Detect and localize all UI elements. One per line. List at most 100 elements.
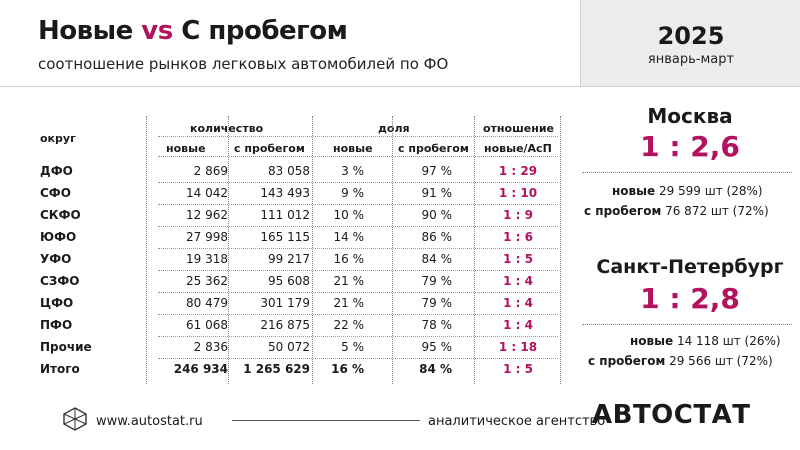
cell-okrug: ДФО	[40, 164, 73, 178]
cell-share-new: 16 %	[333, 252, 365, 266]
cell-okrug: ЮФО	[40, 230, 77, 244]
header-share: доля	[378, 122, 410, 135]
cell-ratio: 1 : 6	[503, 230, 533, 244]
cell-new: 246 934	[173, 362, 228, 376]
column-divider	[312, 116, 313, 384]
cell-okrug: СЗФО	[40, 274, 80, 288]
cell-ratio: 1 : 5	[503, 362, 533, 376]
header-divider-line	[158, 136, 558, 137]
cell-ratio: 1 : 4	[503, 274, 533, 288]
cell-share-used: 90 %	[421, 208, 453, 222]
cell-share-used: 86 %	[421, 230, 453, 244]
spb-divider	[582, 324, 792, 325]
cell-share-used: 95 %	[421, 340, 453, 354]
cell-new: 12 962	[186, 208, 228, 222]
cell-share-new: 21 %	[333, 296, 365, 310]
cell-new: 80 479	[186, 296, 228, 310]
cell-okrug: УФО	[40, 252, 72, 266]
subheader-share-new: новые	[333, 142, 373, 155]
title-vs: vs	[141, 16, 173, 46]
moscow-used-label: с пробегом	[584, 204, 662, 218]
subheader-share-used: с пробегом	[398, 142, 469, 155]
spb-title: Санкт-Петербург	[596, 256, 784, 278]
moscow-new-label: новые	[612, 184, 656, 198]
subheader-ratio: новые/АсП	[484, 142, 552, 155]
cell-share-used: 79 %	[421, 274, 453, 288]
footer-agency: аналитическое агентство	[428, 414, 606, 429]
row-divider	[158, 358, 558, 359]
row-divider	[158, 292, 558, 293]
cell-ratio: 1 : 9	[503, 208, 533, 222]
header-divider	[0, 86, 800, 87]
cell-used: 50 072	[268, 340, 310, 354]
spb-ratio: 1 : 2,8	[640, 282, 740, 315]
cell-new: 19 318	[186, 252, 228, 266]
period: январь-март	[647, 52, 735, 67]
moscow-ratio: 1 : 2,6	[640, 130, 740, 163]
column-divider	[392, 116, 393, 384]
cell-used: 165 115	[260, 230, 310, 244]
moscow-title: Москва	[647, 104, 733, 128]
cell-ratio: 1 : 4	[503, 318, 533, 332]
column-divider	[228, 116, 229, 384]
spb-new-stat: новые 14 118 шт (26%)	[630, 334, 781, 348]
cell-okrug: СФО	[40, 186, 71, 200]
cell-share-new: 16 %	[331, 362, 364, 376]
header-divider-line	[158, 156, 558, 157]
logo-icon	[63, 407, 87, 431]
column-divider	[146, 116, 147, 384]
column-divider	[560, 116, 561, 384]
column-divider	[474, 116, 475, 384]
cell-okrug: Итого	[40, 362, 80, 376]
cell-used: 111 012	[260, 208, 310, 222]
page-subtitle: соотношение рынков легковых автомобилей …	[38, 55, 449, 73]
footer-site: www.autostat.ru	[96, 414, 203, 429]
moscow-used-value: 76 872 шт (72%)	[665, 204, 769, 218]
moscow-used-stat: с пробегом 76 872 шт (72%)	[584, 204, 769, 218]
title-new: Новые	[38, 16, 133, 46]
cell-share-new: 21 %	[333, 274, 365, 288]
cell-new: 2 836	[193, 340, 228, 354]
cell-ratio: 1 : 29	[498, 164, 538, 178]
cell-used: 216 875	[260, 318, 310, 332]
moscow-divider	[582, 172, 792, 173]
title-used: С пробегом	[181, 16, 348, 46]
cell-share-used: 97 %	[421, 164, 453, 178]
spb-new-label: новые	[630, 334, 674, 348]
cell-new: 27 998	[186, 230, 228, 244]
cell-okrug: СКФО	[40, 208, 81, 222]
header-count: количество	[190, 122, 264, 135]
cell-share-new: 14 %	[333, 230, 365, 244]
subheader-used: с пробегом	[234, 142, 305, 155]
cell-ratio: 1 : 5	[503, 252, 533, 266]
row-divider	[158, 270, 558, 271]
row-divider	[158, 226, 558, 227]
row-divider	[158, 336, 558, 337]
cell-used: 83 058	[268, 164, 310, 178]
cell-share-used: 84 %	[419, 362, 452, 376]
cell-share-used: 84 %	[421, 252, 453, 266]
cell-okrug: ЦФО	[40, 296, 74, 310]
cell-used: 1 265 629	[243, 362, 310, 376]
cell-used: 99 217	[268, 252, 310, 266]
page-title: Новые vs С пробегом	[38, 16, 348, 46]
row-divider	[158, 204, 558, 205]
subheader-new: новые	[166, 142, 206, 155]
cell-used: 143 493	[260, 186, 310, 200]
cell-share-new: 22 %	[333, 318, 365, 332]
year: 2025	[657, 22, 725, 50]
cell-share-used: 79 %	[421, 296, 453, 310]
cell-ratio: 1 : 4	[503, 296, 533, 310]
cell-share-new: 10 %	[333, 208, 365, 222]
cell-ratio: 1 : 18	[498, 340, 538, 354]
period-box: 2025 январь-март	[580, 0, 800, 86]
spb-new-value: 14 118 шт (26%)	[676, 334, 781, 348]
cell-new: 61 068	[186, 318, 228, 332]
moscow-new-value: 29 599 шт (28%)	[658, 184, 763, 198]
cell-new: 25 362	[186, 274, 228, 288]
spb-used-value: 29 566 шт (72%)	[669, 354, 773, 368]
cell-share-new: 3 %	[341, 164, 364, 178]
row-divider	[158, 248, 558, 249]
cell-share-new: 5 %	[341, 340, 364, 354]
cell-ratio: 1 : 10	[498, 186, 538, 200]
